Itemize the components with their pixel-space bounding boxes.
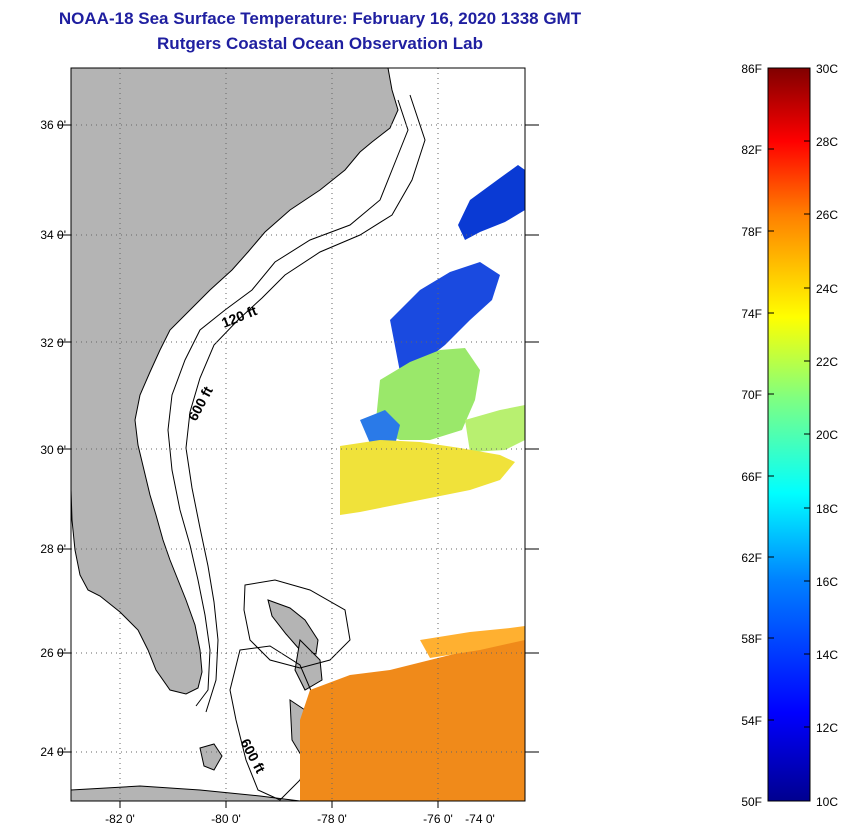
cbar-c-16: 16C [816,575,839,589]
lat-label-24: 24 0' [40,745,66,759]
isobath-600ft [185,94,426,713]
sst-patch-orange-edge [420,626,525,658]
isobath-120ft [167,99,409,707]
cbar-f-78: 78F [741,225,762,239]
cbar-f-50: 50F [741,795,762,809]
cbar-f-62: 62F [741,551,762,565]
cbar-c-10: 10C [816,795,839,809]
lat-label-26: 26 0' [40,646,66,660]
cbar-f-70: 70F [741,388,762,402]
andros-island [199,743,223,771]
sst-patch-cold-mid [390,262,500,372]
lon-label-74: -74 0' [465,812,495,826]
sst-patch-yellow [340,440,515,515]
cbar-f-54: 54F [741,714,762,728]
lon-label-80: -80 0' [211,812,241,826]
lon-label-78: -78 0' [317,812,347,826]
cbar-c-26: 26C [816,208,839,222]
graticule [71,68,525,801]
sst-patch-cold-north [458,165,525,240]
cbar-f-82: 82F [741,143,762,157]
lon-label-76: -76 0' [423,812,453,826]
lat-label-32: 32 0' [40,336,66,350]
lat-label-34: 34 0' [40,228,66,242]
cbar-f-74: 74F [741,307,762,321]
sst-patch-blue-edge [360,410,400,448]
sst-patch-green [375,348,480,440]
cbar-f-86: 86F [741,62,762,76]
map-title-line2: Rutgers Coastal Ocean Observation Lab [157,34,483,53]
lat-label-28: 28 0' [40,542,66,556]
isobath-bahamas [243,579,351,669]
cuba-tip [71,785,301,801]
lon-label-82: -82 0' [105,812,135,826]
frame-ticks [57,124,539,808]
cbar-c-30: 30C [816,62,839,76]
lat-label-30: 30 0' [40,443,66,457]
color-bar [767,67,811,802]
lat-label-36: 36 0' [40,118,66,132]
cbar-c-18: 18C [816,502,839,516]
sst-patch-green-east [465,405,525,452]
cbar-f-58: 58F [741,632,762,646]
us-landmass [71,68,399,695]
isobath-bahamas-south [229,645,316,801]
cbar-c-14: 14C [816,648,839,662]
cbar-c-28: 28C [816,135,839,149]
cbar-c-24: 24C [816,282,839,296]
map-title-line1: NOAA-18 Sea Surface Temperature: Februar… [58,9,582,28]
map-frame [70,67,526,802]
bahamas-island-1 [267,599,319,655]
sst-patch-orange-south [300,632,525,801]
cbar-c-20: 20C [816,428,839,442]
cbar-c-22: 22C [816,355,839,369]
cbar-c-12: 12C [816,721,839,735]
latitude-axis-labels: 36 0' 34 0' 32 0' 30 0' 28 0' 26 0' 24 0… [0,0,66,832]
cbar-f-66: 66F [741,470,762,484]
color-bar-ticks [768,140,810,728]
